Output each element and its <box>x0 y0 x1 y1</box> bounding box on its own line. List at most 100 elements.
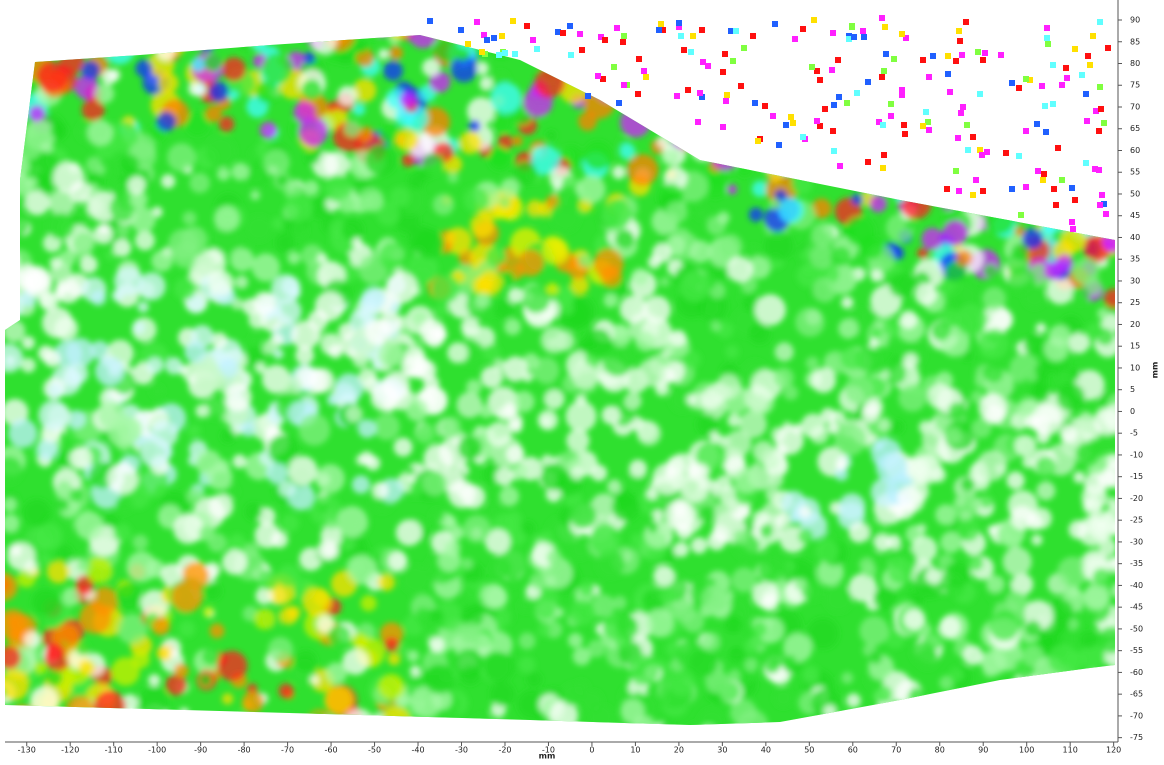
texture-blob <box>405 398 429 422</box>
scatter-square <box>776 142 782 148</box>
texture-blob <box>578 253 592 268</box>
texture-blob <box>899 55 931 87</box>
texture-blob <box>204 397 227 421</box>
texture-blob <box>47 383 63 399</box>
texture-blob <box>5 94 27 122</box>
texture-blob <box>1098 51 1115 68</box>
texture-blob <box>433 35 460 63</box>
texture-blob <box>342 648 369 675</box>
texture-blob <box>980 689 1009 717</box>
texture-blob <box>122 715 153 725</box>
texture-blob <box>647 521 659 533</box>
texture-blob <box>460 317 480 337</box>
x-tick-label: 40 <box>761 746 771 755</box>
texture-blob <box>942 220 968 246</box>
texture-blob <box>570 275 590 295</box>
scatter-square <box>1097 84 1103 90</box>
texture-blob <box>718 681 741 703</box>
x-tick-label: 20 <box>674 746 684 755</box>
texture-blob <box>506 511 522 526</box>
texture-blob <box>1076 97 1088 109</box>
scatter-square <box>817 123 823 129</box>
texture-blob <box>652 243 672 263</box>
texture-blob <box>1013 714 1036 725</box>
texture-blob <box>542 237 570 265</box>
texture-blob <box>5 572 18 602</box>
texture-blob <box>431 274 461 304</box>
texture-blob <box>877 418 892 432</box>
texture-blob <box>583 140 613 170</box>
texture-blob <box>337 85 358 106</box>
texture-blob <box>631 267 650 286</box>
scatter-square <box>920 123 926 129</box>
texture-blob <box>232 454 247 469</box>
scatter-square <box>1103 211 1109 217</box>
texture-blob <box>680 475 709 503</box>
scatter-square <box>1059 82 1065 88</box>
scatter-square <box>882 24 888 30</box>
texture-blob <box>921 227 944 250</box>
texture-blob <box>148 674 161 687</box>
scatter-square <box>1035 168 1041 174</box>
texture-blob <box>55 281 69 295</box>
scatter-square <box>1093 108 1099 114</box>
texture-blob <box>21 721 39 725</box>
texture-blob <box>314 0 329 13</box>
texture-blob <box>686 394 697 406</box>
texture-blob <box>955 517 981 542</box>
scatter-square <box>835 57 841 63</box>
texture-blob <box>5 90 23 116</box>
texture-blob <box>669 386 696 413</box>
texture-blob <box>799 84 811 96</box>
texture-blob <box>782 654 797 669</box>
texture-blob <box>185 111 210 137</box>
x-tick-label: 70 <box>891 746 901 755</box>
texture-blob <box>656 105 675 124</box>
y-tick-label: 30 <box>1130 276 1140 285</box>
texture-blob <box>1014 434 1037 457</box>
scatter-square <box>1101 201 1107 207</box>
texture-blob <box>45 643 64 661</box>
texture-blob <box>1 6 28 33</box>
scatter-square <box>681 47 687 53</box>
scatter-square <box>524 23 530 29</box>
y-tick-label: -25 <box>1130 516 1143 525</box>
texture-blob <box>925 567 943 585</box>
texture-blob <box>179 35 212 47</box>
texture-blob <box>975 0 1005 20</box>
texture-blob <box>74 511 104 540</box>
texture-blob <box>315 464 345 494</box>
texture-blob <box>428 71 451 93</box>
texture-blob <box>938 616 961 639</box>
texture-blob <box>707 0 722 10</box>
scatter-square <box>1023 128 1029 134</box>
texture-blob <box>21 336 35 350</box>
y-tick-label: -70 <box>1130 711 1143 720</box>
texture-blob <box>930 181 943 193</box>
texture-blob <box>949 667 964 682</box>
texture-blob <box>770 150 796 176</box>
scatter-square <box>979 152 985 158</box>
texture-blob <box>468 119 481 133</box>
texture-blob <box>752 440 775 463</box>
texture-blob <box>123 17 139 33</box>
texture-blob <box>304 150 320 166</box>
texture-blob <box>656 91 686 122</box>
texture-blob <box>798 249 811 262</box>
texture-blob <box>1003 709 1027 725</box>
texture-blob <box>754 294 786 326</box>
texture-blob <box>441 416 462 437</box>
texture-blob <box>1055 134 1076 155</box>
texture-blob <box>365 455 381 471</box>
scatter-square <box>1039 83 1045 89</box>
texture-blob <box>54 316 79 341</box>
texture-blob <box>940 531 962 553</box>
texture-blob <box>224 383 252 412</box>
scatter-square <box>998 52 1004 58</box>
texture-blob <box>899 0 928 27</box>
texture-blob <box>343 708 374 725</box>
texture-blob <box>387 35 410 40</box>
texture-blob <box>344 120 361 137</box>
texture-blob <box>5 226 15 239</box>
texture-blob <box>732 117 747 131</box>
